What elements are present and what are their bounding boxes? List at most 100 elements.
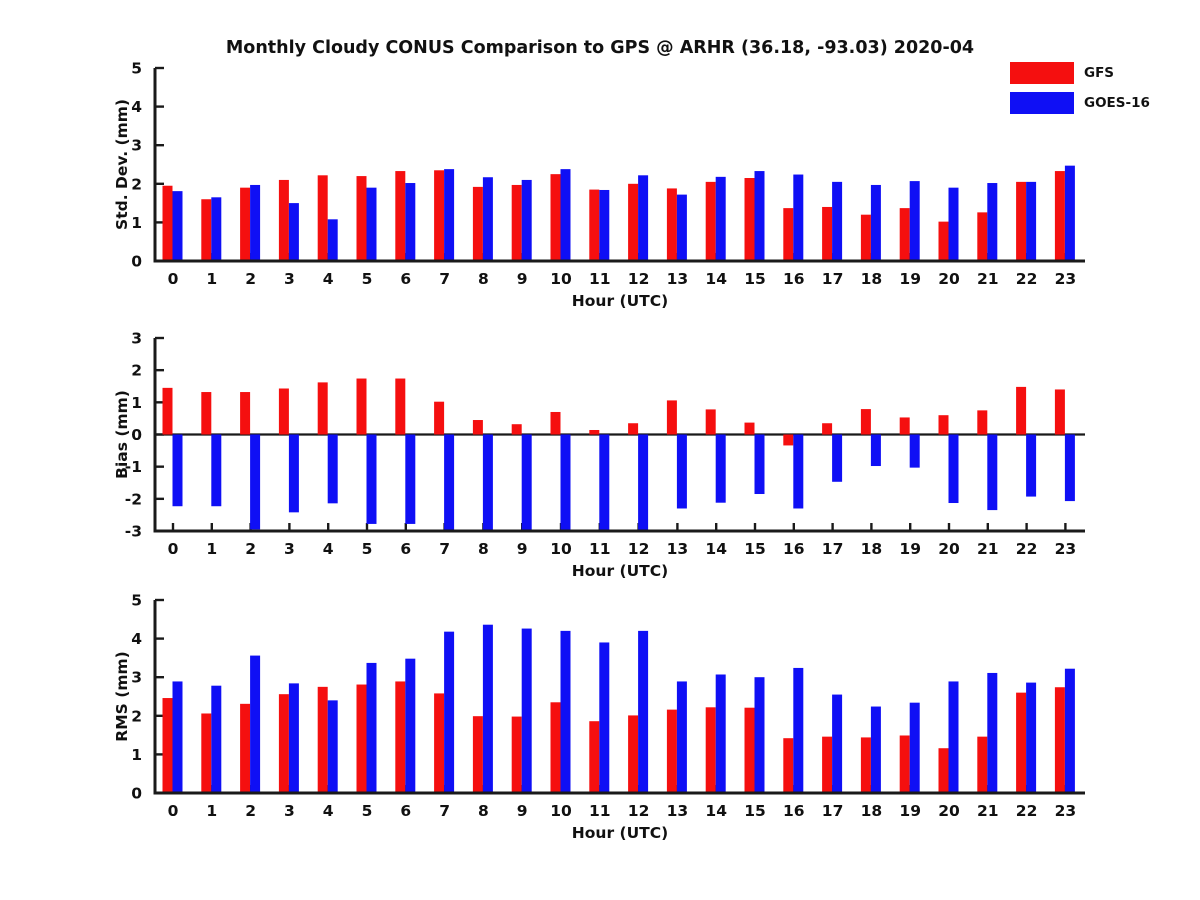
bar-goes-16-hour-4 (327, 434, 338, 504)
bar-gfs-hour-1 (201, 392, 212, 435)
svg-text:13: 13 (667, 802, 689, 820)
bar-gfs-hour-9 (511, 184, 522, 261)
svg-text:3: 3 (284, 270, 295, 288)
bar-goes-16-hour-7 (444, 631, 455, 793)
svg-text:21: 21 (977, 540, 999, 558)
svg-text:0: 0 (131, 253, 142, 271)
bar-goes-16-hour-0 (172, 681, 183, 793)
bar-gfs-hour-19 (899, 417, 910, 435)
svg-text:13: 13 (667, 540, 689, 558)
bar-gfs-hour-6 (395, 681, 406, 793)
bar-goes-16-hour-10 (560, 434, 571, 531)
bar-goes-16-hour-18 (870, 184, 881, 261)
svg-text:7: 7 (439, 270, 450, 288)
svg-text:3: 3 (131, 137, 142, 155)
bar-gfs-hour-3 (278, 179, 289, 261)
x-axis-label: Hour (UTC) (572, 824, 668, 842)
svg-text:12: 12 (628, 802, 650, 820)
bar-gfs-hour-11 (589, 721, 600, 793)
svg-text:0: 0 (168, 270, 179, 288)
bar-goes-16-hour-3 (288, 203, 299, 261)
svg-text:4: 4 (323, 270, 334, 288)
legend-item-gfs: GFS (1010, 62, 1150, 84)
bar-gfs-hour-2 (240, 187, 251, 261)
bar-goes-16-hour-7 (444, 169, 455, 261)
bar-goes-16-hour-10 (560, 169, 571, 261)
bar-goes-16-hour-14 (715, 176, 726, 261)
svg-text:13: 13 (667, 270, 689, 288)
svg-text:16: 16 (783, 540, 805, 558)
bar-goes-16-hour-13 (676, 681, 687, 793)
svg-text:23: 23 (1055, 802, 1077, 820)
svg-text:14: 14 (705, 270, 727, 288)
bar-gfs-hour-19 (899, 208, 910, 261)
bar-goes-16-hour-12 (638, 630, 649, 793)
bar-gfs-hour-13 (666, 400, 677, 435)
bar-goes-16-hour-14 (715, 434, 726, 503)
bar-gfs-hour-12 (628, 715, 639, 793)
bar-gfs-hour-15 (744, 707, 755, 793)
svg-text:9: 9 (517, 270, 528, 288)
svg-text:0: 0 (131, 785, 142, 803)
bar-gfs-hour-0 (162, 698, 173, 793)
svg-text:11: 11 (589, 540, 611, 558)
svg-text:4: 4 (131, 98, 142, 116)
svg-text:20: 20 (938, 802, 960, 820)
bar-gfs-hour-8 (472, 186, 483, 261)
svg-text:18: 18 (861, 540, 883, 558)
bar-gfs-hour-2 (240, 392, 251, 435)
svg-text:-3: -3 (125, 523, 142, 541)
svg-text:5: 5 (131, 60, 142, 78)
bar-gfs-hour-15 (744, 178, 755, 261)
bar-goes-16-hour-5 (366, 662, 377, 793)
bar-gfs-hour-21 (977, 410, 988, 435)
svg-text:2: 2 (245, 540, 256, 558)
svg-text:3: 3 (284, 540, 295, 558)
svg-text:2: 2 (245, 270, 256, 288)
svg-text:5: 5 (362, 802, 373, 820)
bar-gfs-hour-21 (977, 212, 988, 261)
svg-text:2: 2 (245, 802, 256, 820)
bar-gfs-hour-18 (860, 737, 871, 793)
bar-goes-16-hour-0 (172, 434, 183, 507)
x-axis-label: Hour (UTC) (572, 562, 668, 580)
bar-goes-16-hour-14 (715, 674, 726, 793)
bar-goes-16-hour-12 (638, 175, 649, 261)
bar-gfs-hour-8 (472, 420, 483, 435)
bar-goes-16-hour-1 (211, 434, 222, 507)
bar-gfs-hour-16 (783, 208, 794, 261)
bar-goes-16-hour-1 (211, 685, 222, 793)
bar-gfs-hour-11 (589, 429, 600, 435)
bar-gfs-hour-4 (317, 175, 328, 261)
bar-goes-16-hour-13 (676, 434, 687, 509)
legend: GFS GOES-16 (1010, 62, 1150, 114)
svg-text:1: 1 (131, 394, 142, 412)
bar-goes-16-hour-6 (405, 183, 416, 261)
bar-gfs-hour-6 (395, 171, 406, 261)
bar-goes-16-hour-17 (832, 434, 843, 482)
bar-gfs-hour-7 (434, 401, 445, 435)
bar-goes-16-hour-8 (482, 624, 493, 793)
bar-gfs-hour-23 (1054, 687, 1065, 793)
bar-goes-16-hour-3 (288, 434, 299, 513)
svg-text:2: 2 (131, 707, 142, 725)
svg-text:16: 16 (783, 802, 805, 820)
bar-goes-16-hour-11 (599, 189, 610, 261)
bar-gfs-hour-13 (666, 188, 677, 261)
bar-gfs-hour-17 (822, 423, 833, 435)
y-axis-label: Std. Dev. (mm) (113, 99, 131, 230)
bar-gfs-hour-17 (822, 206, 833, 261)
bar-gfs-hour-8 (472, 716, 483, 793)
bar-gfs-hour-10 (550, 702, 561, 793)
svg-text:12: 12 (628, 540, 650, 558)
bar-gfs-hour-16 (783, 434, 794, 446)
bar-gfs-hour-3 (278, 388, 289, 435)
svg-text:10: 10 (550, 802, 572, 820)
bar-goes-16-hour-8 (482, 434, 493, 531)
y-axis-label: RMS (mm) (113, 651, 131, 741)
svg-text:22: 22 (1016, 540, 1038, 558)
